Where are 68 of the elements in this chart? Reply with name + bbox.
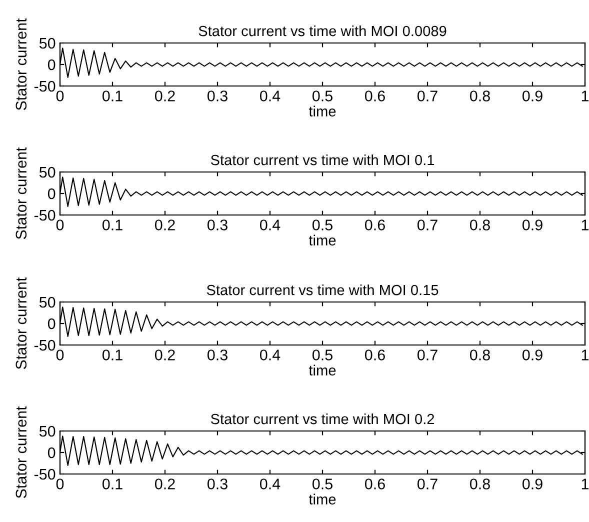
x-tick-label: 0.8 (470, 478, 490, 490)
y-tick-label: 0 (48, 447, 56, 458)
x-tick-label: 0 (56, 220, 64, 230)
x-tick-label: 0.2 (154, 220, 175, 230)
x-tick-label: 0 (56, 478, 64, 490)
chart-title: Stator current vs time with MOI 0.0089 (198, 25, 446, 36)
x-tick-label: 0.3 (207, 90, 228, 102)
x-tick-label: 0.4 (260, 220, 280, 230)
x-tick-label: 0 (56, 350, 64, 360)
x-tick-label: 1 (582, 478, 589, 490)
x-tick-label: 0 (56, 90, 64, 102)
x-tick-label: 0.9 (522, 90, 542, 102)
y-tick-label: 0 (48, 59, 56, 70)
x-tick-label: 0.5 (312, 220, 332, 230)
x-tick-label: 0.9 (522, 350, 542, 360)
y-tick-label: -50 (34, 210, 56, 221)
x-tick-label: 1 (582, 220, 589, 230)
y-axis-title: Stator current (16, 147, 27, 240)
x-tick-label: 0.9 (522, 220, 542, 230)
x-tick-label: 0.6 (364, 220, 385, 230)
y-axis-title: Stator current (16, 18, 27, 110)
y-axis-title: Stator current (16, 406, 27, 498)
y-tick-label: -50 (34, 468, 56, 480)
x-tick-label: 1 (582, 350, 589, 360)
x-axis-title: time (308, 364, 336, 376)
x-tick-label: 0.1 (102, 478, 122, 490)
x-tick-label: 0.7 (417, 478, 438, 490)
y-tick-label: 0 (48, 318, 56, 330)
x-tick-label: 0.5 (312, 478, 332, 490)
x-tick-label: 0.8 (470, 350, 490, 360)
chart-title: Stator current vs time with MOI 0.15 (206, 284, 438, 296)
x-tick-label: 0.2 (154, 90, 175, 102)
x-tick-label: 0.8 (470, 220, 490, 230)
x-tick-label: 0.5 (312, 90, 332, 102)
x-tick-label: 0.4 (260, 350, 280, 360)
x-tick-label: 0.1 (102, 90, 122, 102)
x-tick-label: 0.7 (417, 90, 438, 102)
x-tick-label: 0.1 (102, 350, 122, 360)
x-tick-label: 1 (582, 90, 589, 102)
x-tick-label: 0.5 (312, 350, 332, 360)
y-tick-label: 50 (39, 166, 56, 178)
y-tick-label: 0 (48, 188, 56, 200)
x-tick-label: 0.4 (260, 478, 280, 490)
x-axis-title: time (308, 106, 336, 117)
x-axis-title: time (308, 494, 336, 505)
y-tick-label: 50 (39, 296, 56, 308)
x-tick-label: 0.8 (470, 90, 490, 102)
x-tick-label: 0.4 (260, 90, 280, 102)
x-tick-label: 0.6 (364, 90, 385, 102)
x-tick-label: 0.1 (102, 220, 122, 230)
chart-title: Stator current vs time with MOI 0.1 (210, 154, 434, 166)
x-tick-label: 0.7 (417, 220, 438, 230)
x-tick-label: 0.9 (522, 478, 542, 490)
chart-title: Stator current vs time with MOI 0.2 (210, 413, 434, 424)
y-tick-label: 50 (39, 426, 56, 437)
x-tick-label: 0.3 (207, 478, 228, 490)
x-axis-title: time (308, 234, 336, 246)
x-tick-label: 0.7 (417, 350, 438, 360)
x-tick-label: 0.3 (207, 220, 228, 230)
x-tick-label: 0.3 (207, 350, 228, 360)
x-tick-label: 0.6 (364, 478, 385, 490)
y-tick-label: 50 (39, 38, 56, 49)
x-tick-label: 0.2 (154, 478, 175, 490)
y-axis-title: Stator current (16, 277, 27, 370)
x-tick-label: 0.6 (364, 350, 385, 360)
y-tick-label: -50 (34, 340, 56, 351)
y-tick-label: -50 (34, 80, 56, 92)
x-tick-label: 0.2 (154, 350, 175, 360)
